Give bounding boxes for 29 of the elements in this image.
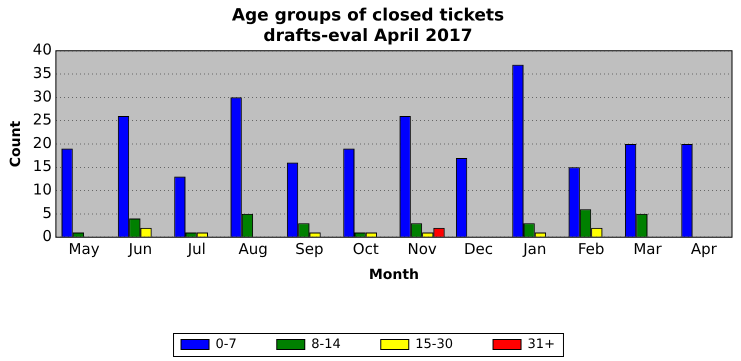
y-axis-title: Count [8,120,24,168]
x-tick-label: May [68,240,100,258]
x-tick-label: Dec [464,240,493,258]
x-tick-label: Jan [522,240,546,258]
x-tick-label: Sep [295,240,324,258]
legend-label: 15-30 [415,336,454,352]
x-tick-label: Oct [352,240,379,258]
y-tick-label: 25 [32,110,52,129]
x-tick-label: Feb [578,240,604,258]
x-tick-label: Nov [407,240,437,258]
x-tick-label: Jun [128,240,152,258]
legend-label: 8-14 [311,336,341,352]
chart-title: Age groups of closed tickets [232,6,504,26]
legend-label: 31+ [528,336,555,352]
y-tick-label: 35 [32,64,52,82]
y-tick-label: 5 [42,204,52,222]
chart-subtitle: drafts-eval April 2017 [263,26,473,46]
x-tick-label: Apr [690,240,718,258]
y-tick-label: 40 [32,40,52,59]
x-tick-label: Aug [238,240,268,258]
y-tick-label: 30 [32,87,52,106]
y-tick-label: 15 [32,157,52,176]
y-tick-label: 0 [42,227,52,246]
y-tick-label: 20 [32,134,52,152]
y-tick-label: 10 [32,180,52,198]
x-axis-title: Month [368,267,420,284]
legend-label: 0-7 [216,336,237,352]
x-tick-label: Jul [186,240,206,258]
x-tick-label: Mar [633,240,662,258]
